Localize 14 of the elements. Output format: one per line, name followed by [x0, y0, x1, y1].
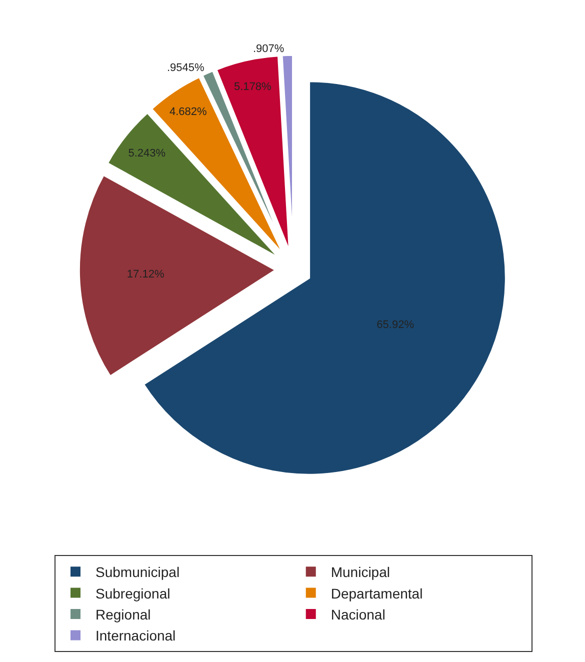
legend-label: Regional	[96, 606, 151, 622]
legend-label: Internacional	[96, 628, 176, 644]
data-label: .907%	[252, 42, 284, 55]
data-label: 17.12%	[126, 268, 164, 280]
legend-label: Nacional	[330, 606, 386, 622]
data-label: 65.92%	[376, 319, 414, 332]
legend-label: Subregional	[96, 585, 170, 602]
legend-label: Municipal	[330, 564, 390, 580]
data-label: 4.682%	[169, 106, 207, 118]
data-label: 5.178%	[234, 80, 272, 93]
data-label: 5.243%	[128, 147, 166, 160]
legend-label: Submunicipal	[96, 564, 180, 580]
data-label: .9545%	[166, 62, 205, 74]
legend-label: Departamental	[330, 585, 423, 602]
